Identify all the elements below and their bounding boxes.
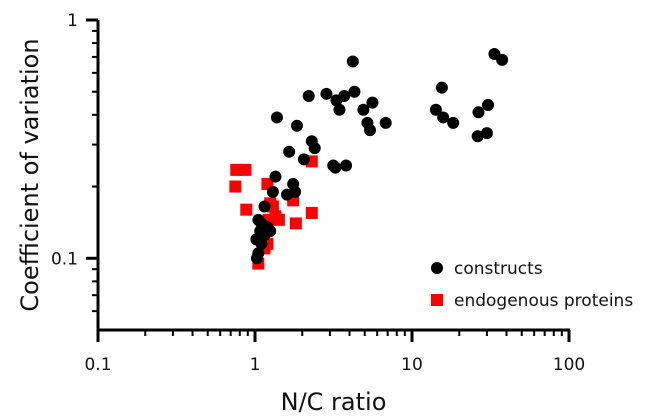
point-constructs: [346, 55, 359, 68]
point-constructs: [283, 145, 296, 158]
point-endogenous-proteins: [289, 217, 302, 230]
legend-label: constructs: [454, 259, 543, 279]
point-constructs: [329, 161, 342, 174]
point-constructs: [437, 111, 450, 124]
point-constructs: [308, 142, 321, 155]
point-endogenous-proteins: [240, 203, 253, 216]
point-constructs: [302, 89, 315, 102]
y-axis-title: Coefficient of variation: [16, 38, 44, 311]
point-constructs: [482, 98, 495, 111]
point-constructs: [320, 87, 333, 100]
point-endogenous-proteins: [230, 163, 243, 176]
point-constructs: [251, 252, 264, 265]
point-constructs: [379, 116, 392, 129]
point-constructs: [472, 106, 485, 119]
point-constructs: [435, 81, 448, 94]
legend-marker-square: [431, 294, 443, 306]
x-tick-label: 10: [401, 355, 423, 375]
point-constructs: [338, 89, 351, 102]
point-endogenous-proteins: [272, 213, 285, 226]
point-constructs: [290, 119, 303, 132]
point-constructs: [471, 130, 484, 143]
y-tick-label: 1: [67, 11, 78, 31]
point-constructs: [281, 188, 294, 201]
axes: [96, 20, 570, 332]
point-constructs: [348, 85, 361, 98]
point-constructs: [496, 53, 509, 66]
x-tick-label: 0.1: [84, 355, 111, 375]
point-constructs: [266, 185, 279, 198]
point-constructs: [447, 116, 460, 129]
point-constructs: [258, 200, 271, 213]
y-tick-label: 0.1: [51, 249, 78, 269]
point-endogenous-proteins: [229, 180, 242, 193]
point-constructs: [429, 103, 442, 116]
data-points: [229, 47, 509, 270]
x-axis-title: N/C ratio: [281, 388, 387, 416]
point-constructs: [297, 153, 310, 166]
point-endogenous-proteins: [305, 206, 318, 219]
legend-marker-circle: [431, 262, 443, 274]
x-tick-label: 100: [553, 355, 585, 375]
point-constructs: [357, 103, 370, 116]
point-constructs: [366, 96, 379, 109]
point-constructs: [340, 159, 353, 172]
ticks: 0.1 1 10 100 0.1 1: [51, 11, 585, 375]
point-constructs: [255, 237, 268, 250]
legend-label: endogenous proteins: [454, 291, 633, 311]
x-tick-label: 1: [250, 355, 261, 375]
point-constructs: [270, 111, 283, 124]
point-endogenous-proteins: [266, 200, 279, 213]
point-endogenous-proteins: [239, 163, 252, 176]
point-constructs: [333, 103, 346, 116]
point-constructs: [480, 127, 493, 140]
point-constructs: [363, 124, 376, 137]
legend: constructs endogenous proteins: [431, 259, 633, 311]
point-constructs: [269, 170, 282, 183]
